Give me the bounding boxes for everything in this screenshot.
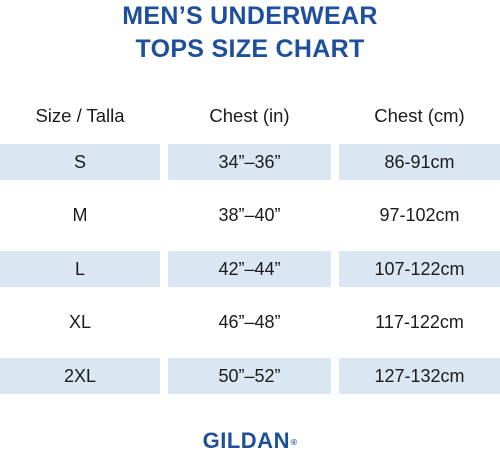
- table-row: L 42”–44” 107-122cm: [0, 251, 500, 287]
- header-chest-in: Chest (in): [209, 105, 290, 126]
- cell-chest-in: 42”–44”: [168, 251, 331, 287]
- cell-chest-cm: 127-132cm: [339, 358, 500, 394]
- cell-chest-cm: 97-102cm: [379, 204, 460, 225]
- table-row: XL 46”–48” 117-122cm: [0, 304, 500, 340]
- chart-title: MEN’S UNDERWEAR TOPS SIZE CHART: [0, 0, 500, 66]
- title-line-2: TOPS SIZE CHART: [135, 35, 365, 63]
- cell-chest-cm: 107-122cm: [339, 251, 500, 287]
- table-row: 2XL 50”–52” 127-132cm: [0, 358, 500, 394]
- table-row: M 38”–40” 97-102cm: [0, 197, 500, 233]
- brand-name: GILDAN: [202, 428, 290, 453]
- cell-chest-in: 50”–52”: [168, 358, 331, 394]
- brand-logo: GILDAN®: [0, 428, 500, 454]
- title-line-1: MEN’S UNDERWEAR: [122, 2, 378, 30]
- table-row: S 34”–36” 86-91cm: [0, 144, 500, 180]
- cell-size: XL: [68, 311, 92, 332]
- header-size: Size / Talla: [35, 105, 125, 126]
- cell-size: L: [0, 251, 160, 287]
- cell-chest-in: 38”–40”: [218, 204, 281, 225]
- registered-mark: ®: [290, 438, 298, 447]
- header-chest-cm: Chest (cm): [374, 105, 465, 126]
- cell-size: 2XL: [0, 358, 160, 394]
- cell-chest-in: 46”–48”: [218, 311, 281, 332]
- table-header: Size / Talla Chest (in) Chest (cm): [0, 98, 500, 134]
- cell-size: S: [0, 144, 160, 180]
- cell-size: M: [72, 204, 88, 225]
- cell-chest-cm: 117-122cm: [375, 311, 464, 332]
- cell-chest-cm: 86-91cm: [339, 144, 500, 180]
- cell-chest-in: 34”–36”: [168, 144, 331, 180]
